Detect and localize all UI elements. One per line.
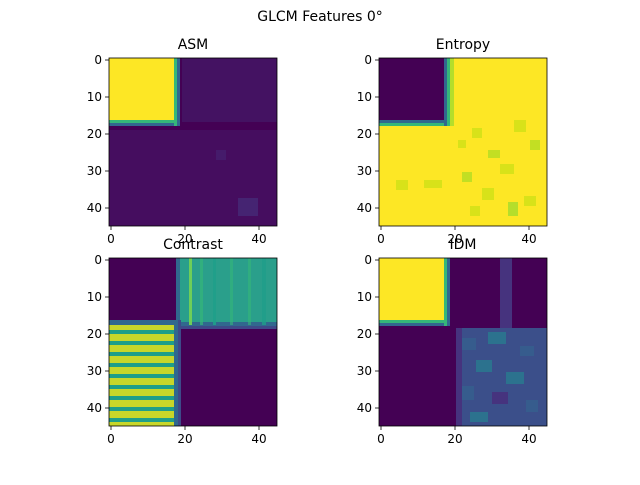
idm-heatmap [379,258,547,426]
entropy-heatmap [379,58,547,226]
entropy-x-tick-label: 40 [521,232,536,246]
idm-x-tick-label: 20 [447,432,462,446]
entropy-y-tick-label: 30 [357,164,372,178]
contrast-y-tick-label: 30 [87,364,102,378]
contrast-heatmap [109,258,277,426]
contrast-title: Contrast [163,237,223,253]
asm-y-tick-label: 40 [87,201,102,215]
contrast-x-tick-label: 20 [177,432,192,446]
asm-title: ASM [178,37,209,53]
idm-y-tick-label: 30 [357,364,372,378]
idm-y-tick-label: 20 [357,327,372,341]
asm-y-tick-label: 20 [87,127,102,141]
contrast-y-tick-label: 10 [87,290,102,304]
idm-title: IDM [450,237,477,253]
asm-axes-frame [108,57,278,227]
idm-x-tick-label: 0 [377,432,385,446]
asm-panel: ASM [109,37,277,226]
entropy-y-tick-label: 10 [357,90,372,104]
asm-heatmap [109,58,277,226]
idm-axes-frame [378,257,548,427]
contrast-panel: Contrast [109,237,277,426]
idm-y-tick-label: 0 [364,253,372,267]
idm-y-tick-label: 40 [357,401,372,415]
entropy-panel: Entropy [379,37,547,226]
asm-y-tick-label: 0 [94,53,102,67]
asm-y-tick-label: 10 [87,90,102,104]
contrast-x-tick-label: 40 [251,432,266,446]
entropy-x-tick-label: 0 [377,232,385,246]
idm-panel: IDM [379,237,547,426]
contrast-y-tick-label: 20 [87,327,102,341]
entropy-y-tick-label: 0 [364,53,372,67]
entropy-x-tick-label: 20 [447,232,462,246]
entropy-y-tick-label: 40 [357,201,372,215]
idm-y-tick-label: 10 [357,290,372,304]
entropy-y-tick-label: 20 [357,127,372,141]
contrast-y-tick-label: 0 [94,253,102,267]
idm-x-tick-label: 40 [521,432,536,446]
entropy-title: Entropy [436,37,490,53]
contrast-x-tick-label: 0 [107,432,115,446]
contrast-y-tick-label: 40 [87,401,102,415]
entropy-axes-frame [378,57,548,227]
asm-x-tick-label: 0 [107,232,115,246]
asm-x-tick-label: 40 [251,232,266,246]
contrast-axes-frame [108,257,278,427]
asm-y-tick-label: 30 [87,164,102,178]
asm-x-tick-label: 20 [177,232,192,246]
figure-suptitle: GLCM Features 0° [257,9,383,25]
